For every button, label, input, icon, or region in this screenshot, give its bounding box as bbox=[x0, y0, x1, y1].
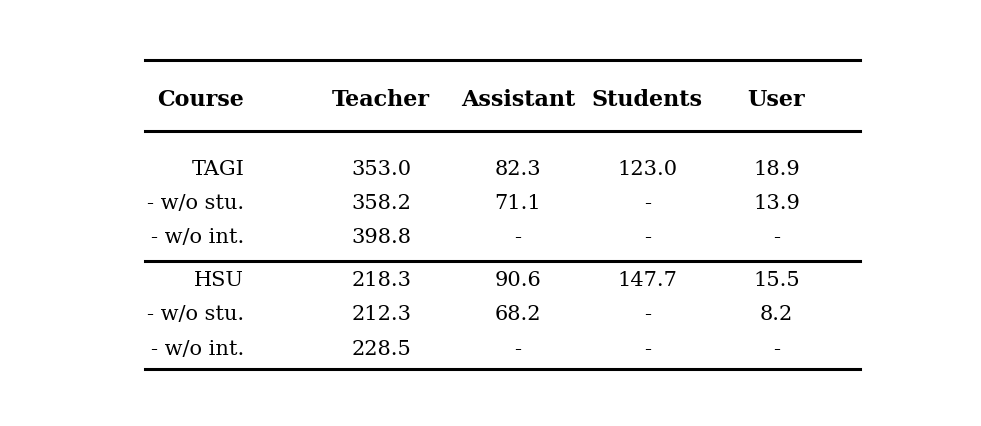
Text: -: - bbox=[644, 305, 650, 325]
Text: - w/o int.: - w/o int. bbox=[151, 228, 244, 248]
Text: 13.9: 13.9 bbox=[753, 194, 800, 213]
Text: 82.3: 82.3 bbox=[494, 160, 542, 179]
Text: User: User bbox=[748, 89, 805, 111]
Text: Assistant: Assistant bbox=[461, 89, 575, 111]
Text: Course: Course bbox=[157, 89, 244, 111]
Text: 68.2: 68.2 bbox=[494, 305, 542, 325]
Text: - w/o int.: - w/o int. bbox=[151, 340, 244, 359]
Text: -: - bbox=[773, 228, 780, 248]
Text: 71.1: 71.1 bbox=[494, 194, 542, 213]
Text: TAGI: TAGI bbox=[191, 160, 244, 179]
Text: Students: Students bbox=[592, 89, 702, 111]
Text: -: - bbox=[773, 340, 780, 359]
Text: 212.3: 212.3 bbox=[351, 305, 411, 325]
Text: 123.0: 123.0 bbox=[617, 160, 677, 179]
Text: 218.3: 218.3 bbox=[351, 271, 411, 290]
Text: 353.0: 353.0 bbox=[351, 160, 411, 179]
Text: - w/o stu.: - w/o stu. bbox=[147, 305, 244, 325]
Text: 147.7: 147.7 bbox=[617, 271, 677, 290]
Text: 358.2: 358.2 bbox=[351, 194, 411, 213]
Text: HSU: HSU bbox=[194, 271, 244, 290]
Text: -: - bbox=[644, 228, 650, 248]
Text: -: - bbox=[644, 340, 650, 359]
Text: 15.5: 15.5 bbox=[753, 271, 800, 290]
Text: -: - bbox=[514, 340, 522, 359]
Text: 398.8: 398.8 bbox=[351, 228, 411, 248]
Text: 90.6: 90.6 bbox=[494, 271, 542, 290]
Text: 228.5: 228.5 bbox=[351, 340, 411, 359]
Text: -: - bbox=[514, 228, 522, 248]
Text: 18.9: 18.9 bbox=[753, 160, 800, 179]
Text: Teacher: Teacher bbox=[333, 89, 430, 111]
Text: -: - bbox=[644, 194, 650, 213]
Text: 8.2: 8.2 bbox=[760, 305, 793, 325]
Text: - w/o stu.: - w/o stu. bbox=[147, 194, 244, 213]
